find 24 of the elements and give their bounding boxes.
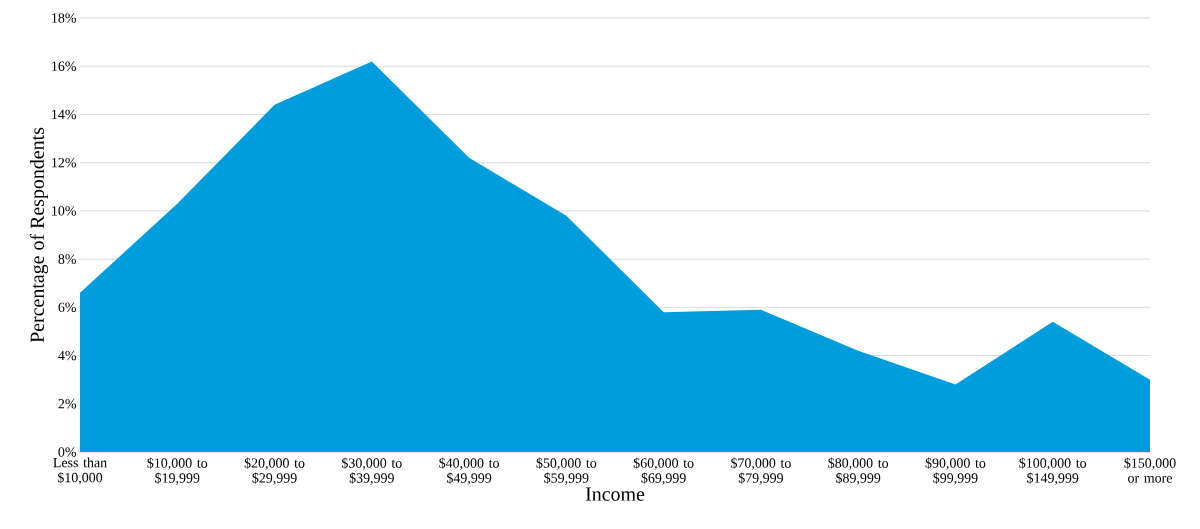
y-tick-label: 12% xyxy=(52,157,76,168)
y-tick-label: 8% xyxy=(58,254,76,264)
y-tick-label: 10% xyxy=(52,206,76,216)
x-tick-label: $10,000 to $19,999 xyxy=(147,457,208,485)
x-tick-label: $20,000 to $29,999 xyxy=(244,457,305,485)
y-tick-label: 2% xyxy=(58,399,76,409)
y-tick-label: 4% xyxy=(58,350,76,361)
y-tick-label: 0% xyxy=(58,447,76,457)
y-tick-label: 16% xyxy=(52,61,76,71)
x-tick-label: $60,000 to $69,999 xyxy=(633,457,694,485)
x-tick-label: $90,000 to $99,999 xyxy=(925,457,986,485)
x-axis-title: Income xyxy=(585,487,645,501)
x-tick-label: Less than $10,000 xyxy=(53,457,107,485)
y-tick-label: 6% xyxy=(58,302,76,313)
x-tick-label: $40,000 to $49,999 xyxy=(439,457,499,485)
x-tick-label: $70,000 to $79,999 xyxy=(731,457,791,485)
x-tick-label: $30,000 to $39,999 xyxy=(342,457,402,485)
x-tick-label: $80,000 to $89,999 xyxy=(828,457,889,485)
x-tick-label: $150,000 or more xyxy=(1124,457,1176,483)
y-tick-label: 14% xyxy=(52,109,76,120)
y-axis-title: Percentage of Respondents xyxy=(29,127,49,343)
x-tick-label: $50,000 to $59,999 xyxy=(536,457,597,485)
y-tick-label: 18% xyxy=(52,13,76,23)
x-tick-label: $100,000 to $149,999 xyxy=(1019,457,1087,485)
